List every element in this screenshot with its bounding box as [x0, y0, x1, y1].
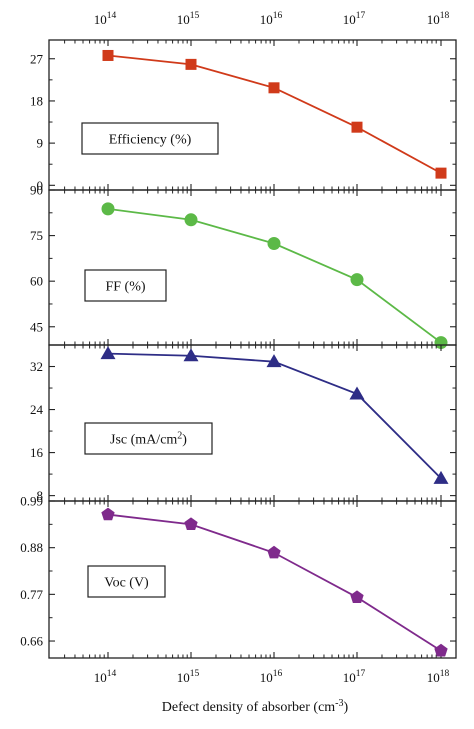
series-line — [107, 352, 442, 480]
y-tick-label: 0.99 — [20, 494, 43, 509]
y-tick-label: 18 — [30, 93, 43, 108]
data-point — [433, 470, 449, 484]
top-x-tick-labels: 1014 1015 1016 1017 1018 — [94, 11, 450, 27]
panel-label: Efficiency (%) — [109, 133, 192, 148]
bottom-x-tick-label: 1017 — [343, 669, 366, 685]
x-axis-label: Defect density of absorber (cm-3) — [162, 698, 349, 715]
data-point — [268, 82, 280, 94]
panel-2: 45 60 75 90 FF (%) — [30, 183, 457, 350]
panel-label-box — [81, 122, 219, 155]
panel-label-box — [87, 565, 166, 598]
panel-label: FF (%) — [105, 280, 145, 295]
y-tick-label: 16 — [30, 445, 44, 460]
y-tick-label: 60 — [30, 274, 43, 289]
y-tick-label: 9 — [37, 136, 44, 151]
data-point — [351, 121, 363, 133]
data-point — [350, 273, 364, 287]
top-x-tick-label: 1017 — [343, 11, 366, 27]
top-x-tick-label: 1018 — [427, 11, 450, 27]
y-tick-label: 32 — [30, 359, 43, 374]
data-point — [185, 58, 197, 70]
data-point — [184, 517, 198, 530]
data-point — [184, 213, 198, 227]
data-point — [349, 386, 365, 400]
top-x-tick-label: 1015 — [177, 11, 200, 27]
panel-3: 8 16 24 32 Jsc (mA/cm2) — [30, 344, 457, 503]
panel-label: Voc (V) — [104, 576, 149, 591]
data-point — [267, 236, 281, 250]
data-point — [101, 202, 115, 216]
y-tick-label: 8 — [37, 488, 44, 503]
bottom-x-tick-label: 1014 — [94, 669, 117, 685]
panel-frame — [48, 39, 457, 191]
y-tick-label: 0.88 — [20, 540, 43, 555]
data-point — [434, 336, 448, 350]
data-point — [100, 346, 116, 360]
y-tick-label: 0 — [37, 178, 44, 193]
bottom-x-tick-labels: 1014 1015 1016 1017 1018 — [94, 669, 450, 685]
series-line — [107, 54, 442, 174]
bottom-x-tick-label: 1015 — [177, 669, 200, 685]
panel-label-box — [84, 269, 167, 302]
data-point — [102, 49, 114, 61]
y-tick-label: 0.66 — [20, 634, 43, 649]
top-x-tick-label: 1016 — [260, 11, 283, 27]
chart-panels: 0 9 18 27 Efficiency (%) 45 60 75 90 FF (%) 8 16 24 3… — [20, 39, 457, 659]
y-tick-label: 27 — [30, 51, 44, 66]
panel-4: 0.66 0.77 0.88 0.99 Voc (V) — [20, 494, 457, 659]
bottom-x-tick-label: 1018 — [427, 669, 450, 685]
data-point — [267, 545, 281, 559]
y-tick-label: 75 — [30, 228, 43, 243]
data-point — [101, 507, 115, 521]
panel-label: Jsc (mA/cm2) — [110, 431, 187, 448]
data-point — [183, 348, 199, 362]
bottom-x-tick-label: 1016 — [260, 669, 283, 685]
data-point — [266, 354, 282, 368]
y-tick-label: 90 — [30, 183, 43, 198]
top-x-tick-label: 1014 — [94, 11, 117, 27]
panel-frame — [48, 500, 457, 659]
data-point — [434, 643, 448, 657]
data-point — [350, 590, 364, 603]
panel-1: 0 9 18 27 Efficiency (%) — [30, 39, 457, 193]
y-tick-label: 24 — [30, 402, 44, 417]
panel-label-box — [84, 422, 213, 455]
y-tick-label: 45 — [30, 319, 43, 334]
y-tick-label: 0.77 — [20, 587, 43, 602]
data-point — [435, 167, 447, 179]
